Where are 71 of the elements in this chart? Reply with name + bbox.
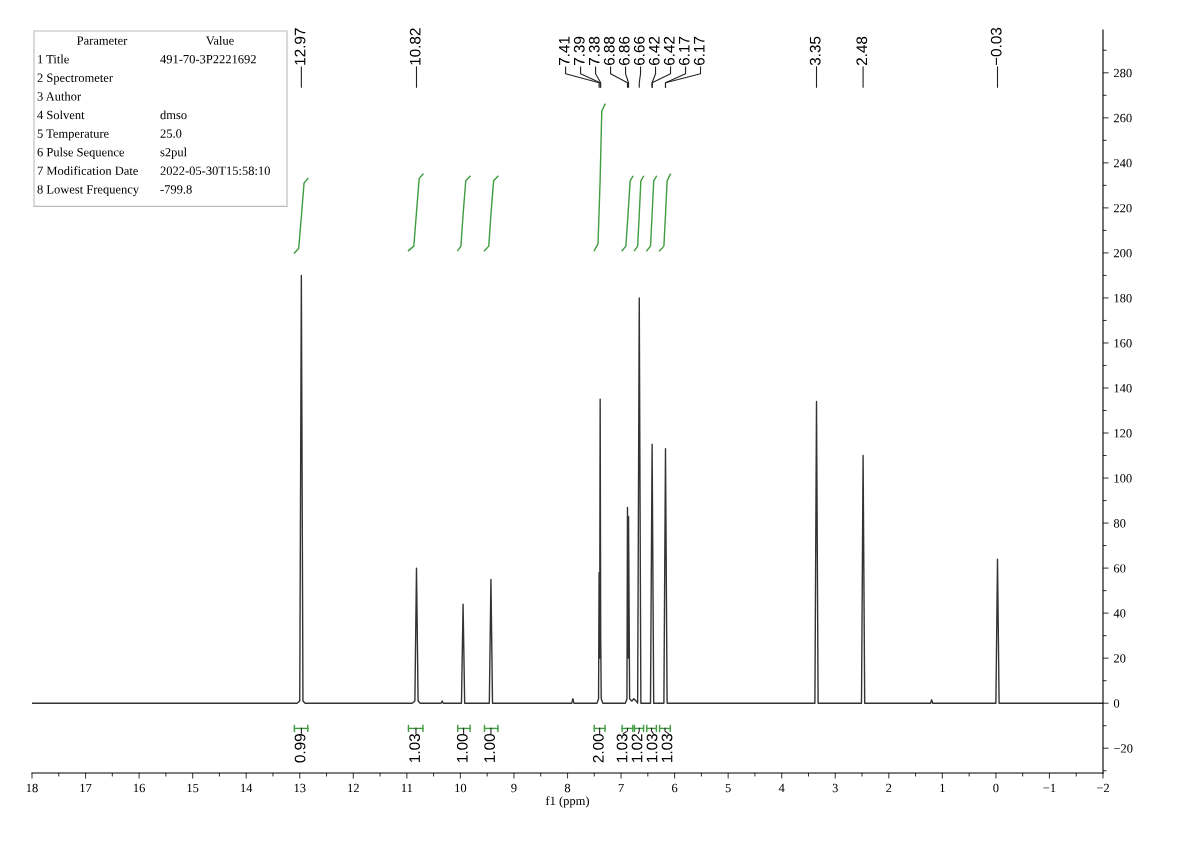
- x-axis-title: f1 (ppm): [545, 796, 589, 808]
- annotation: 6.88: [603, 36, 615, 66]
- annotation: 1.03: [616, 734, 628, 762]
- y-tick-label: 80: [1113, 519, 1126, 528]
- y-tick-label: 220: [1113, 203, 1132, 213]
- x-tick-label: 16: [133, 783, 145, 793]
- y-tick-label: 100: [1114, 474, 1132, 483]
- annotation: 7.39: [573, 36, 585, 66]
- annotation: 3 Author: [37, 91, 81, 101]
- annotation: 6.17: [678, 36, 690, 66]
- annotation: 1.03: [661, 734, 673, 762]
- annotation: 12.97: [294, 28, 306, 65]
- text: 8 Lowest Frequency -799.8: [37, 185, 192, 197]
- x-tick-label: 12: [348, 783, 359, 793]
- x-tick-label: 7: [618, 783, 624, 793]
- annotation: 1.00: [456, 733, 468, 762]
- annotation: 1.03: [409, 734, 421, 762]
- y-tick-label: 280: [1113, 68, 1132, 78]
- y-tick-label: 120: [1114, 429, 1132, 438]
- annotation: 7.38: [588, 36, 600, 66]
- text: 4 Solvent dmso: [37, 110, 187, 120]
- x-tick-label: −1: [1043, 783, 1056, 793]
- x-tick-label: 5: [725, 783, 731, 793]
- text: 5 Temperature 25.0: [37, 129, 182, 141]
- annotation: 2.48: [856, 36, 868, 66]
- annotation: 6.86: [618, 36, 630, 66]
- annotation: 1.00: [484, 733, 496, 762]
- y-tick-label: 180: [1114, 293, 1132, 303]
- annotation: 0.99: [294, 734, 306, 763]
- x-tick-label: 11: [401, 783, 413, 793]
- x-tick-label: 9: [511, 783, 517, 793]
- y-tick-label: 40: [1113, 609, 1126, 618]
- y-tick-label: 60: [1113, 564, 1126, 573]
- x-tick-label: 6: [672, 783, 678, 793]
- x-tick-label: 2: [886, 783, 892, 793]
- annotation: 1.02: [631, 734, 643, 762]
- annotation: 6.66: [633, 36, 645, 66]
- annotation: −0.03: [990, 27, 1002, 66]
- x-tick-label: 10: [455, 783, 467, 793]
- x-tick-label: 15: [187, 783, 199, 793]
- annotation: 6.42: [648, 36, 660, 66]
- x-tick-label: 17: [80, 783, 92, 793]
- y-tick-label: 200: [1113, 248, 1132, 258]
- annotation: 2 Spectrometer: [37, 73, 113, 85]
- x-tick-label: −2: [1096, 783, 1109, 793]
- y-tick-label: 20: [1113, 654, 1126, 663]
- y-tick-label: 140: [1114, 384, 1132, 393]
- x-tick-label: 14: [241, 783, 253, 793]
- x-tick-label: 3: [832, 783, 838, 793]
- y-tick-label: 160: [1114, 338, 1132, 348]
- x-tick-label: 1: [940, 783, 945, 793]
- annotation: 2.00: [592, 733, 604, 763]
- y-tick-label: 240: [1113, 158, 1132, 168]
- x-tick-label: 4: [778, 783, 785, 793]
- x-tick-label: 18: [26, 783, 38, 793]
- text: Parameter Value: [77, 36, 234, 45]
- annotation: 1.03: [646, 734, 658, 762]
- text: 6 Pulse Sequence s2pul: [37, 147, 187, 159]
- annotation: 10.82: [409, 28, 421, 65]
- text: 7 Modification Date 2022-05-30T15:58:10: [37, 166, 270, 176]
- y-tick-label: 0: [1113, 699, 1120, 708]
- text: 1 Title 491-70-3P2221692: [38, 54, 256, 64]
- y-tick-label: −20: [1114, 744, 1133, 753]
- x-tick-label: 8: [564, 783, 571, 793]
- annotation: 3.35: [809, 36, 821, 66]
- annotation: 7.41: [559, 36, 570, 66]
- x-tick-label: 0: [993, 783, 999, 793]
- annotation: 6.17: [693, 36, 705, 66]
- y-tick-label: 260: [1113, 113, 1132, 123]
- x-tick-label: 13: [294, 783, 306, 793]
- annotation: 6.42: [663, 36, 675, 66]
